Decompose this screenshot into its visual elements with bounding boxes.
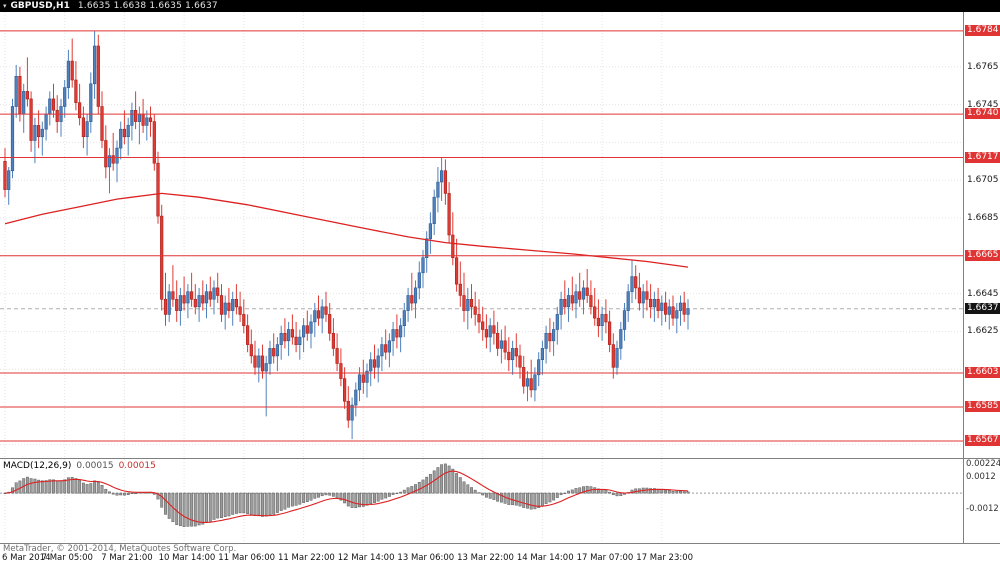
price-tick-label: 1.6625 <box>967 326 999 337</box>
macd-tick-label: -0.0012 <box>966 503 999 514</box>
macd-name: MACD(12,26,9) <box>3 461 72 471</box>
macd-tick-label: 0.00224 <box>966 459 1000 469</box>
time-tick-label: 11 Mar 06:00 <box>218 553 276 563</box>
time-tick-label: 7 Mar 05:00 <box>41 553 93 563</box>
macd-scale-axis[interactable]: 0.00224 0.0012 -0.0012 <box>963 459 1000 543</box>
time-tick-label: 10 Mar 14:00 <box>158 553 216 563</box>
time-tick-label: 17 Mar 23:00 <box>636 553 694 563</box>
macd-signal-line <box>4 470 689 523</box>
price-level-badge: 1.6585 <box>965 400 1000 412</box>
time-tick-label: 14 Mar 14:00 <box>516 553 574 563</box>
price-level-badge: 1.6717 <box>965 151 1000 163</box>
price-tick-label: 1.6765 <box>967 61 999 72</box>
macd-signal-value: 0.00015 <box>118 461 156 471</box>
chart-title-bar: ▾ GBPUSD,H1 1.6635 1.6638 1.6635 1.6637 <box>0 0 1000 12</box>
time-tick-label: 13 Mar 22:00 <box>457 553 514 563</box>
time-tick-label: 6 Mar 2014 <box>2 553 51 563</box>
price-level-badge: 1.6567 <box>965 434 1000 446</box>
macd-main-value: 0.00015 <box>76 461 114 471</box>
macd-timeaxis-splitter <box>0 543 1000 544</box>
price-tick-label: 1.6745 <box>967 99 999 110</box>
price-tick-label: 1.6645 <box>967 288 999 299</box>
candlestick-chart-canvas[interactable] <box>0 12 963 458</box>
grid-layer <box>0 12 963 458</box>
time-tick-label: 12 Mar 14:00 <box>337 553 395 563</box>
time-axis[interactable]: MetaTrader, © 2001-2014, MetaQuotes Soft… <box>0 544 1000 563</box>
candles-layer <box>3 30 690 440</box>
time-tick-label: 13 Mar 06:00 <box>397 553 455 563</box>
copyright-text: MetaTrader, © 2001-2014, MetaQuotes Soft… <box>3 544 237 554</box>
time-tick-label: 17 Mar 07:00 <box>576 553 634 563</box>
macd-indicator-label: MACD(12,26,9) 0.00015 0.00015 <box>3 461 156 471</box>
chart-dropdown-icon[interactable]: ▾ <box>3 2 7 10</box>
chart-macd-splitter[interactable] <box>0 458 1000 459</box>
price-tick-label: 1.6685 <box>967 212 999 223</box>
price-level-badge: 1.6740 <box>965 108 1000 120</box>
price-level-badge: 1.6603 <box>965 366 1000 378</box>
support-resistance-lines[interactable] <box>0 30 963 442</box>
time-tick-label: 11 Mar 22:00 <box>278 553 335 563</box>
chart-ohlc-readout: 1.6635 1.6638 1.6635 1.6637 <box>77 1 218 11</box>
chart-symbol-timeframe: GBPUSD,H1 <box>10 1 70 11</box>
macd-indicator-canvas[interactable] <box>0 459 963 543</box>
price-level-badge: 1.6665 <box>965 249 1000 261</box>
macd-histogram <box>3 463 690 527</box>
price-level-badge: 1.6784 <box>965 24 1000 36</box>
price-tick-label: 1.6705 <box>967 175 999 186</box>
macd-tick-label: 0.0012 <box>966 472 996 483</box>
moving-average-line <box>4 192 689 268</box>
time-tick-label: 7 Mar 21:00 <box>101 553 153 563</box>
macd-grid-layer <box>0 459 963 543</box>
price-scale-axis[interactable]: 1.6765 1.6745 1.6705 1.6685 1.6645 1.6625 1.67… <box>963 12 1000 458</box>
current-price-badge: 1.6637 <box>965 302 1000 314</box>
